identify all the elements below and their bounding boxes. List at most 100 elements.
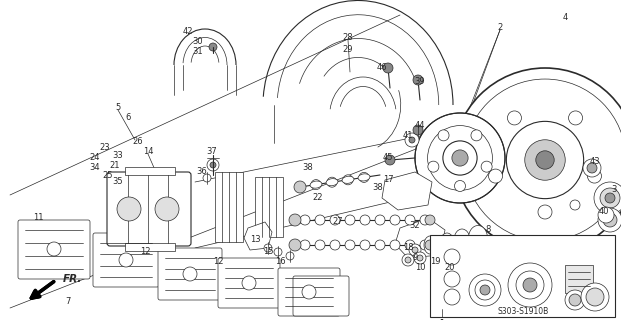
Circle shape (359, 172, 369, 182)
Text: 34: 34 (89, 164, 101, 172)
Circle shape (119, 253, 133, 267)
Circle shape (385, 155, 395, 165)
Circle shape (581, 283, 609, 311)
Circle shape (489, 169, 502, 183)
Text: 26: 26 (133, 138, 143, 147)
Circle shape (315, 240, 325, 250)
Circle shape (286, 252, 294, 260)
Circle shape (428, 161, 439, 172)
Text: 3: 3 (611, 186, 617, 195)
Polygon shape (395, 218, 445, 258)
Text: 38: 38 (373, 183, 383, 193)
Bar (430, 235, 615, 317)
Text: 1: 1 (440, 319, 445, 320)
Text: 39: 39 (415, 77, 425, 86)
Text: 12: 12 (213, 258, 224, 267)
Circle shape (464, 79, 621, 241)
Text: 33: 33 (112, 150, 124, 159)
Circle shape (583, 159, 601, 177)
Circle shape (315, 215, 325, 225)
Circle shape (425, 240, 435, 250)
Text: 36: 36 (197, 167, 207, 177)
Ellipse shape (310, 181, 322, 188)
Circle shape (183, 267, 197, 281)
Circle shape (242, 276, 256, 290)
Circle shape (210, 162, 216, 168)
Text: 29: 29 (343, 45, 353, 54)
Circle shape (390, 240, 400, 250)
Circle shape (525, 140, 565, 180)
Text: 17: 17 (383, 175, 393, 185)
Circle shape (415, 113, 505, 203)
Circle shape (414, 252, 426, 264)
Text: 10: 10 (415, 263, 425, 273)
Circle shape (402, 254, 414, 266)
FancyBboxPatch shape (218, 258, 280, 308)
Circle shape (443, 141, 477, 175)
Text: 40: 40 (599, 207, 609, 217)
Circle shape (375, 215, 385, 225)
Circle shape (516, 271, 544, 299)
Circle shape (507, 111, 522, 125)
Circle shape (300, 215, 310, 225)
Circle shape (274, 248, 282, 256)
Text: 45: 45 (383, 154, 393, 163)
Text: 5: 5 (116, 103, 120, 113)
Text: FR.: FR. (63, 274, 83, 284)
Circle shape (412, 247, 418, 253)
Circle shape (569, 111, 582, 125)
Text: 44: 44 (415, 121, 425, 130)
Circle shape (413, 125, 423, 135)
Circle shape (405, 215, 415, 225)
Circle shape (569, 294, 581, 306)
FancyBboxPatch shape (293, 276, 349, 316)
FancyBboxPatch shape (93, 233, 159, 287)
Circle shape (506, 121, 584, 199)
Text: 15: 15 (263, 247, 273, 257)
Text: 23: 23 (100, 143, 111, 153)
Text: 31: 31 (193, 47, 203, 57)
Text: 4: 4 (563, 13, 568, 22)
Circle shape (453, 68, 621, 252)
Text: S303-S1910B: S303-S1910B (497, 307, 548, 316)
Polygon shape (244, 222, 272, 250)
Circle shape (311, 180, 321, 189)
Circle shape (300, 240, 310, 250)
Circle shape (600, 188, 620, 208)
Text: 19: 19 (430, 258, 440, 267)
Circle shape (586, 288, 604, 306)
Circle shape (598, 208, 621, 232)
Circle shape (207, 159, 219, 171)
Circle shape (587, 163, 597, 173)
Text: 35: 35 (112, 178, 124, 187)
Circle shape (413, 75, 423, 85)
Text: 7: 7 (65, 298, 71, 307)
Text: 46: 46 (377, 63, 388, 73)
Circle shape (390, 215, 400, 225)
Text: 22: 22 (313, 194, 324, 203)
Circle shape (469, 274, 501, 306)
Circle shape (420, 240, 430, 250)
Text: 32: 32 (410, 220, 420, 229)
Ellipse shape (440, 233, 454, 253)
Circle shape (409, 244, 421, 256)
Circle shape (420, 215, 430, 225)
Circle shape (294, 181, 306, 193)
Text: 25: 25 (102, 171, 113, 180)
Text: 20: 20 (445, 263, 455, 273)
Circle shape (360, 240, 370, 250)
Polygon shape (255, 177, 283, 237)
Circle shape (289, 214, 301, 226)
Text: 21: 21 (110, 161, 120, 170)
Circle shape (444, 289, 460, 305)
Circle shape (480, 285, 490, 295)
Circle shape (471, 130, 482, 141)
Circle shape (47, 242, 61, 256)
Text: 9: 9 (412, 253, 418, 262)
Circle shape (594, 182, 621, 214)
Text: 24: 24 (90, 154, 100, 163)
Circle shape (455, 180, 466, 191)
Circle shape (570, 200, 580, 210)
Text: 28: 28 (343, 34, 353, 43)
Circle shape (405, 257, 411, 263)
